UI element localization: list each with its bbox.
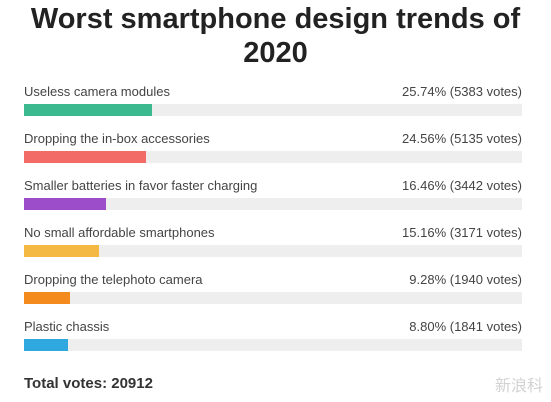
poll-title-line2: 2020 [243, 37, 308, 69]
watermark-text: 新浪科 [494, 376, 543, 395]
poll-option-result: 8.80% (1841 votes) [409, 319, 522, 334]
poll-option-result: 16.46% (3442 votes) [402, 178, 522, 193]
poll-option-result: 15.16% (3171 votes) [402, 225, 522, 240]
poll-option-label: Smaller batteries in favor faster chargi… [24, 178, 258, 193]
poll-option-4: Dropping the telephoto camera 9.28% (194… [24, 271, 522, 318]
poll-option-track [24, 339, 522, 351]
poll-option-track [24, 151, 522, 163]
poll-option-bar [24, 151, 147, 163]
poll-option-label: Useless camera modules [24, 84, 170, 99]
total-votes-value: 20912 [111, 375, 153, 392]
poll-option-track [24, 292, 522, 304]
poll-option-result: 24.56% (5135 votes) [402, 131, 522, 146]
poll-option-bar [24, 198, 106, 210]
poll-option-bar [24, 292, 71, 304]
poll-option-bar [24, 104, 153, 116]
poll-title-line1: Worst smartphone design trends of [30, 3, 521, 35]
poll-option-label: Dropping the in-box accessories [24, 131, 210, 146]
poll-option-label: Dropping the telephoto camera [24, 272, 203, 287]
poll-option-bar [24, 339, 68, 351]
poll-option-track [24, 198, 522, 210]
poll-option-3: No small affordable smartphones 15.16% (… [24, 224, 522, 271]
poll-title: Worst smartphone design trends of 2020 [0, 2, 551, 70]
poll-option-0: Useless camera modules 25.74% (5383 vote… [24, 83, 522, 130]
total-votes: Total votes: 20912 [24, 375, 153, 392]
poll-option-track [24, 245, 522, 257]
poll-option-2: Smaller batteries in favor faster chargi… [24, 177, 522, 224]
poll-option-bar [24, 245, 100, 257]
watermark-logo: 新浪科 [495, 372, 543, 396]
poll-option-result: 25.74% (5383 votes) [402, 84, 522, 99]
poll-option-result: 9.28% (1940 votes) [409, 272, 522, 287]
poll-results: Useless camera modules 25.74% (5383 vote… [24, 83, 522, 365]
poll-option-track [24, 104, 522, 116]
poll-option-label: Plastic chassis [24, 319, 110, 334]
total-votes-label: Total votes: [24, 375, 108, 392]
poll-option-label: No small affordable smartphones [24, 225, 215, 240]
poll-option-1: Dropping the in-box accessories 24.56% (… [24, 130, 522, 177]
poll-option-5: Plastic chassis 8.80% (1841 votes) [24, 318, 522, 365]
